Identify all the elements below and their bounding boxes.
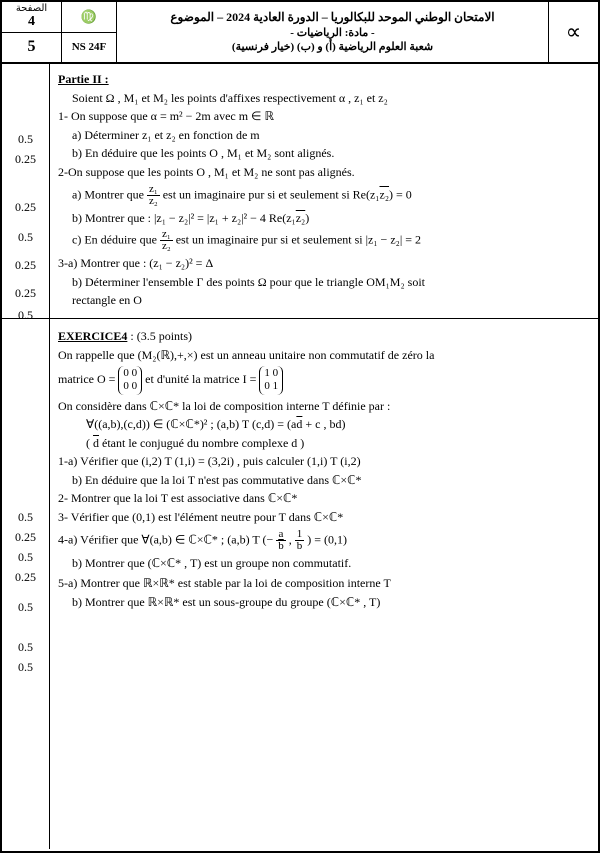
main-column: Partie II : Soient Ω , M₁ et M₂ les poin… bbox=[50, 64, 598, 849]
title-line1: الامتحان الوطني الموحد للبكالوريا – الدو… bbox=[170, 10, 494, 26]
ex4-q4b: b) Montrer que (ℂ×ℂ* , T) est un groupe … bbox=[58, 554, 588, 573]
ex4-q4a: 4-a) Vérifier que ∀(a,b) ∈ ℂ×ℂ* ; (a,b) … bbox=[58, 529, 588, 552]
q2a-end: ) = 0 bbox=[389, 187, 412, 201]
matrix-I: 1 0 0 1 bbox=[259, 366, 283, 394]
q2c-pre: c) En déduire que bbox=[72, 232, 160, 246]
ex4-l1: On rappelle que (M₂(ℝ),+,×) est un annea… bbox=[58, 346, 588, 365]
q2: 2-On suppose que les points O , M₁ et M₂… bbox=[58, 163, 588, 182]
pts-e1b: 0.25 bbox=[2, 530, 49, 550]
ov-z2b: z₂ bbox=[296, 211, 306, 225]
mat-o-r1: 0 0 bbox=[123, 367, 137, 380]
pts-e5b: 0.5 bbox=[2, 660, 49, 680]
section-divider bbox=[2, 318, 598, 319]
q1: 1- On suppose que α = m² − 2m avec m ∈ ℝ bbox=[58, 107, 588, 126]
q2a-pre: a) Montrer que bbox=[72, 187, 147, 201]
total-pages: 5 bbox=[2, 33, 61, 63]
q1b: b) En déduire que les points O , M₁ et M… bbox=[58, 144, 588, 163]
mat-o-r2: 0 0 bbox=[123, 380, 137, 393]
header-symbol: ♍ bbox=[62, 2, 116, 33]
ex4-q4a-pre: 4-a) Vérifier que ∀(a,b) ∈ ℂ×ℂ* ; (a,b) … bbox=[58, 532, 262, 546]
frac-z1-z2-c: z₁ z₂ bbox=[160, 229, 173, 252]
ex4-l2a: matrice O = bbox=[58, 372, 118, 386]
frac-den: z₂ bbox=[147, 196, 160, 207]
page-header: الصفحة 4 5 ♍ NS 24F الامتحان الوطني المو… bbox=[2, 2, 598, 64]
mat-i-r1: 1 0 bbox=[264, 367, 278, 380]
ex4-l5b: étant le conjugué du nombre complexe d ) bbox=[99, 436, 304, 450]
frac-num: z₁ bbox=[147, 184, 160, 196]
exam-code-box: ♍ NS 24F bbox=[62, 2, 117, 62]
frac-den-c: z₂ bbox=[160, 241, 173, 252]
q2b-end: ) bbox=[305, 211, 309, 225]
pts-1b: 0.25 bbox=[2, 152, 49, 172]
partie2-intro: Soient Ω , M₁ et M₂ les points d'affixes… bbox=[58, 89, 588, 108]
exam-page: الصفحة 4 5 ♍ NS 24F الامتحان الوطني المو… bbox=[0, 0, 600, 853]
lpar: (− bbox=[262, 532, 273, 546]
mat-i-r2: 0 1 bbox=[264, 380, 278, 393]
title-line3: شعبة العلوم الرياضية (أ) و (ب) (خيار فرن… bbox=[232, 40, 433, 54]
ex4-q5a: 5-a) Montrer que ℝ×ℝ* est stable par la … bbox=[58, 574, 588, 593]
frac-z1-z2: z₁ z₂ bbox=[147, 184, 160, 207]
ex4-heading: EXERCICE4 : (3.5 points) bbox=[58, 327, 588, 346]
header-title: الامتحان الوطني الموحد للبكالوريا – الدو… bbox=[117, 2, 548, 62]
page-num: 4 bbox=[28, 14, 35, 30]
ex4-q5b: b) Montrer que ℝ×ℝ* est un sous-groupe d… bbox=[58, 593, 588, 612]
points-column: 0.5 0.25 0.25 0.5 0.25 0.25 0.5 0.5 0.25… bbox=[2, 64, 50, 849]
pts-2b: 0.5 bbox=[2, 230, 49, 250]
ex4-q1a: 1-a) Vérifier que (i,2) T (1,i) = (3,2i)… bbox=[58, 452, 588, 471]
pts-2c: 0.25 bbox=[2, 258, 49, 278]
ov-b: b bbox=[278, 540, 284, 552]
q2b: b) Montrer que : |z₁ − z₂|² = |z₁ + z₂|²… bbox=[58, 209, 588, 228]
header-logo: ∝ bbox=[548, 2, 598, 62]
ex4-l3: On considère dans ℂ×ℂ* la loi de composi… bbox=[58, 397, 588, 416]
pts-e3: 0.25 bbox=[2, 570, 49, 590]
matrix-O: 0 0 0 0 bbox=[118, 366, 142, 394]
pts-e5a: 0.5 bbox=[2, 640, 49, 660]
ex4-l4a: ∀((a,b),(c,d)) ∈ (ℂ×ℂ*)² ; (a,b) T (c,d)… bbox=[86, 417, 296, 431]
frac-b: b bbox=[276, 541, 286, 552]
q2a-post: est un imaginaire pur si et seulement si… bbox=[163, 187, 380, 201]
ex4-l2b: et d'unité la matrice I = bbox=[145, 372, 259, 386]
ex4-q4a-post: = (0,1) bbox=[314, 532, 347, 546]
q3a: 3-a) Montrer que : (z₁ − z₂)² = Δ bbox=[58, 254, 588, 273]
q2c-post: est un imaginaire pur si et seulement si… bbox=[176, 232, 421, 246]
frac-1: 1 bbox=[295, 529, 305, 541]
ex4-l5a: ( bbox=[86, 436, 93, 450]
ex4-l4b: + c , bd) bbox=[302, 417, 345, 431]
pts-e2: 0.5 bbox=[2, 550, 49, 570]
q2a: a) Montrer que z₁ z₂ est un imaginaire p… bbox=[58, 184, 588, 207]
frac-1-b: 1 b bbox=[295, 529, 305, 552]
q1a: a) Déterminer z₁ et z₂ en fonction de m bbox=[58, 126, 588, 145]
ex4-l4: ∀((a,b),(c,d)) ∈ (ℂ×ℂ*)² ; (a,b) T (c,d)… bbox=[58, 415, 588, 434]
page-label-ar: الصفحة bbox=[16, 3, 47, 14]
ex4-q2: 2- Montrer que la loi T est associative … bbox=[58, 489, 588, 508]
ex4-title: EXERCICE4 bbox=[58, 329, 127, 343]
content-area: 0.5 0.25 0.25 0.5 0.25 0.25 0.5 0.5 0.25… bbox=[2, 64, 598, 849]
ex4-l2: matrice O = 0 0 0 0 et d'unité la matric… bbox=[58, 366, 588, 394]
partie2-title: Partie II : bbox=[58, 72, 109, 86]
frac-a-b: a b bbox=[276, 529, 286, 552]
ex4-l5: ( d étant le conjugué du nombre complexe… bbox=[58, 434, 588, 453]
q2b-text: b) Montrer que : |z₁ − z₂|² = |z₁ + z₂|²… bbox=[72, 211, 296, 225]
exam-code: NS 24F bbox=[62, 33, 116, 63]
q3b2: rectangle en O bbox=[58, 291, 588, 310]
ex4-q1b: b) En déduire que la loi T n'est pas com… bbox=[58, 471, 588, 490]
pts-2a: 0.25 bbox=[2, 200, 49, 220]
q2c: c) En déduire que z₁ z₂ est un imaginair… bbox=[58, 229, 588, 252]
ex4-q3: 3- Vérifier que (0,1) est l'élément neut… bbox=[58, 508, 588, 527]
page-number-box: الصفحة 4 5 bbox=[2, 2, 62, 62]
title-line2: - مادة: الرياضيات - bbox=[290, 26, 374, 40]
ex4-pts: : (3.5 points) bbox=[127, 329, 192, 343]
pts-3a: 0.25 bbox=[2, 286, 49, 306]
pts-1a: 0.5 bbox=[2, 132, 49, 152]
q3b: b) Déterminer l'ensemble Γ des points Ω … bbox=[58, 273, 588, 292]
pts-e1a: 0.5 bbox=[2, 510, 49, 530]
page-label-cell: الصفحة 4 bbox=[2, 2, 61, 33]
frac-b2: b bbox=[295, 541, 305, 552]
pts-e4a: 0.5 bbox=[2, 600, 49, 620]
ov-z2: z₂ bbox=[380, 187, 390, 201]
rpar: ) bbox=[307, 532, 311, 546]
